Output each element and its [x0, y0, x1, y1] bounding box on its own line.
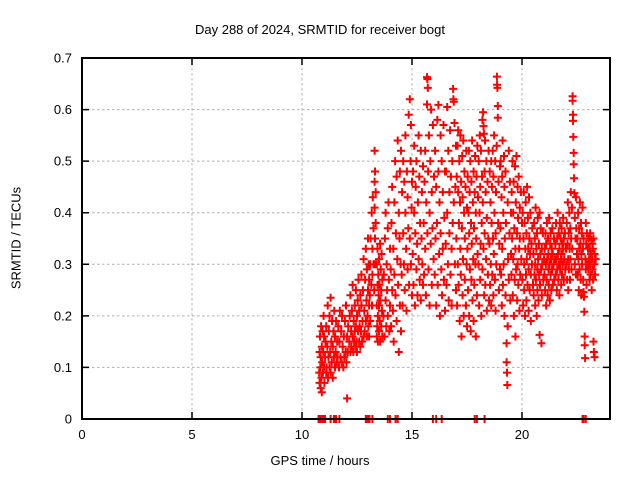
x-tick-label: 15 [405, 427, 419, 442]
y-tick-label: 0.2 [54, 308, 72, 323]
y-tick-label: 0.1 [54, 360, 72, 375]
y-tick-label: 0.7 [54, 51, 72, 66]
x-tick-label: 20 [515, 427, 529, 442]
plot-border [81, 57, 611, 420]
x-tick-label: 0 [78, 427, 85, 442]
y-tick-label: 0.5 [54, 154, 72, 169]
x-tick-label: 5 [188, 427, 195, 442]
x-tick-label: 10 [295, 427, 309, 442]
x-axis-label: GPS time / hours [270, 453, 370, 468]
y-tick-label: 0.6 [54, 102, 72, 117]
y-tick-label: 0 [65, 412, 72, 427]
y-axis-label: SRMTID / TECUs [8, 186, 24, 290]
chart-title: Day 288 of 2024, SRMTID for receiver bog… [194, 22, 445, 37]
scatter-points [314, 72, 600, 423]
y-tick-label: 0.4 [54, 205, 72, 220]
y-tick-label: 0.3 [54, 257, 72, 272]
